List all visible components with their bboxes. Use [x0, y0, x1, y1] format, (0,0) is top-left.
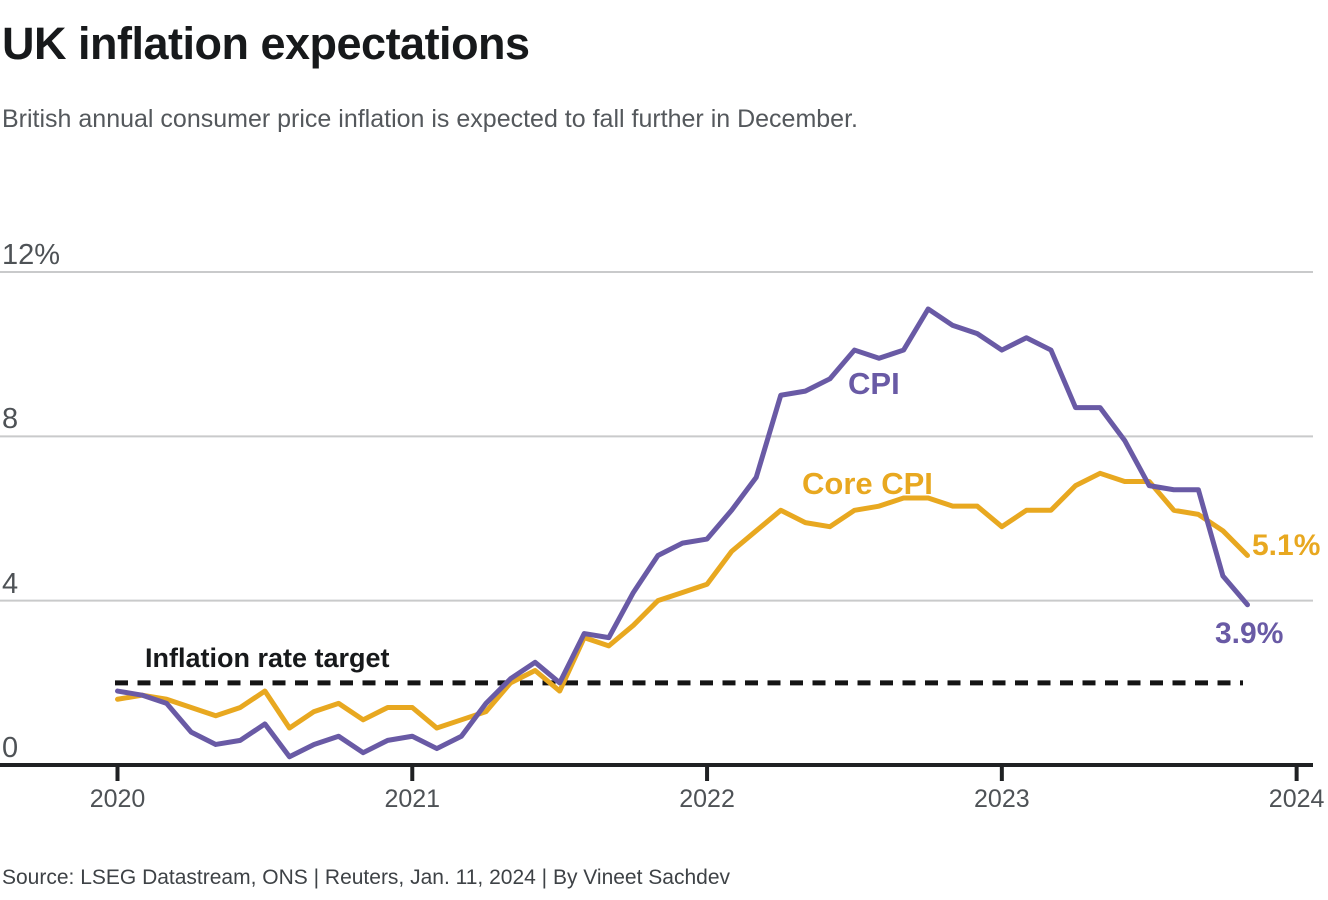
- x-tick-label-2024: 2024: [1268, 785, 1325, 813]
- chart-title: UK inflation expectations: [2, 18, 530, 69]
- series-label-cpi: CPI: [848, 366, 900, 401]
- series-label-core-cpi: Core CPI: [802, 466, 933, 501]
- x-tick-label-2022: 2022: [679, 785, 735, 813]
- x-tick-label-2021: 2021: [384, 785, 441, 813]
- y-tick-label-8: 8: [2, 403, 19, 436]
- line-cpi: [115, 306, 1250, 760]
- end-value-core-cpi: 5.1%: [1252, 529, 1321, 562]
- x-tick-label-2020: 2020: [89, 785, 146, 813]
- source-line: Source: LSEG Datastream, ONS | Reuters, …: [2, 866, 731, 889]
- target-line-label: Inflation rate target: [145, 643, 390, 673]
- end-value-cpi: 3.9%: [1215, 617, 1284, 650]
- y-tick-label-4: 4: [2, 567, 19, 600]
- y-tick-label-12: 12%: [2, 239, 61, 271]
- line-core-cpi: [115, 470, 1250, 731]
- x-tick-label-2023: 2023: [974, 785, 1030, 813]
- y-tick-label-0: 0: [2, 732, 19, 764]
- chart-subtitle: British annual consumer price inflation …: [2, 105, 858, 133]
